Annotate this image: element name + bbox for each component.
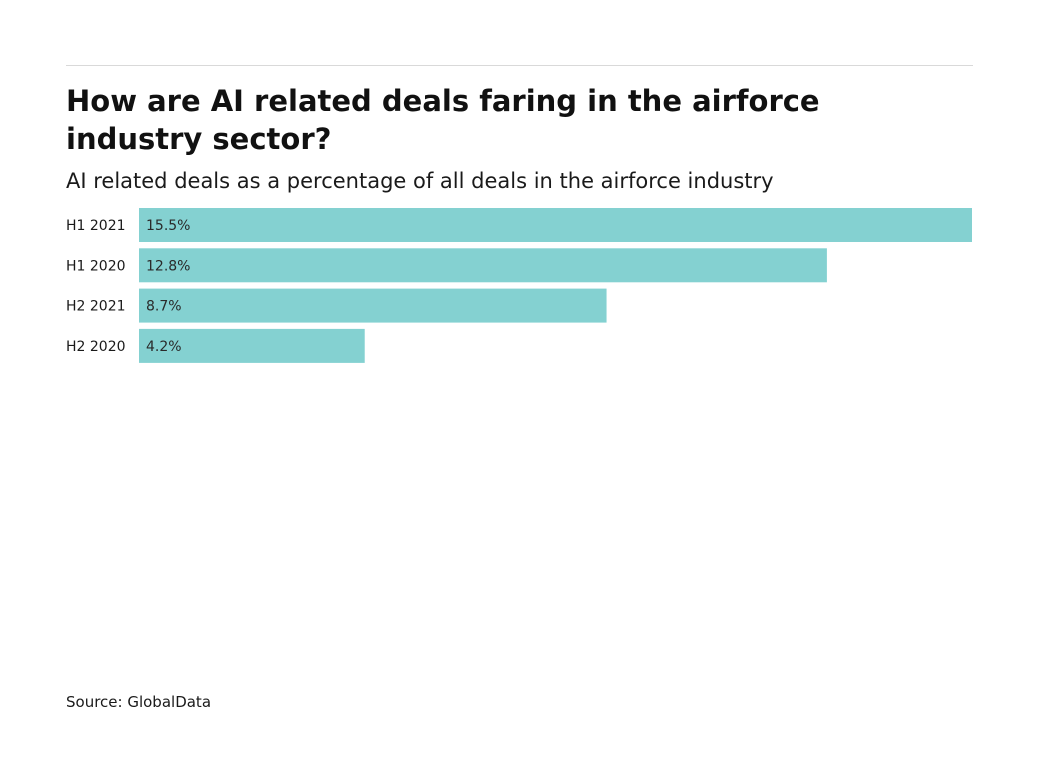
bar-h1-2020 (139, 248, 827, 283)
value-label-h2-2021: 8.7% (146, 299, 182, 315)
category-label-h2-2020: H2 2020 (66, 339, 126, 355)
category-label-h1-2021: H1 2021 (66, 218, 126, 234)
source-note: Source: GlobalData (66, 693, 212, 711)
value-label-h2-2020: 4.2% (146, 339, 182, 355)
value-label-h1-2020: 12.8% (146, 258, 190, 274)
category-label-h1-2020: H1 2020 (66, 258, 126, 274)
value-label-h1-2021: 15.5% (146, 218, 190, 234)
chart-subtitle: AI related deals as a percentage of all … (66, 169, 774, 193)
bar-h2-2020 (139, 328, 365, 363)
bar-h2-2021 (139, 288, 607, 323)
chart-title: How are AI related deals faring in the a… (66, 84, 820, 156)
category-label-h2-2021: H2 2021 (66, 299, 126, 315)
bar-h1-2021 (139, 208, 972, 242)
top-divider (66, 65, 973, 66)
